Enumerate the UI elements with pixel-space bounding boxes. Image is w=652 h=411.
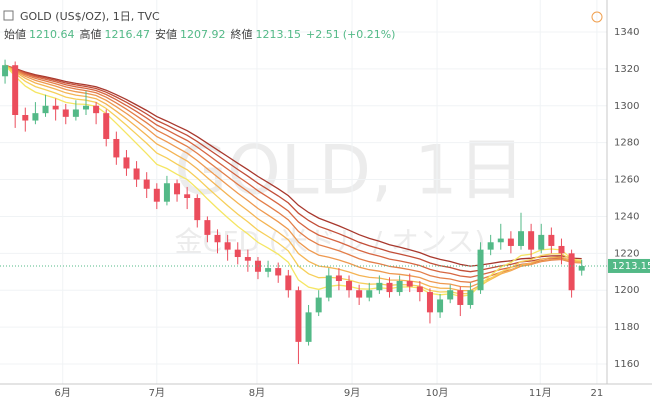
candle-body [204, 220, 211, 235]
candle-body [416, 286, 423, 293]
candle-body [518, 231, 525, 246]
candle-body [548, 234, 555, 246]
ohlc-text: 1207.92 [180, 28, 226, 41]
ohlc-text: 終値 [231, 27, 253, 41]
y-tick-label: 1280 [614, 138, 639, 149]
candle-body [356, 290, 363, 298]
candle-body [72, 109, 79, 117]
ohlc-text: 1216.47 [105, 28, 151, 41]
last-price-label: 1213.15 [612, 261, 652, 272]
candle-body [254, 260, 261, 272]
candle-body [82, 105, 89, 110]
candle-body [123, 157, 130, 169]
watermark: GOLD, 1日 [175, 132, 526, 211]
ohlc-text: 高値 [80, 27, 102, 41]
x-tick-label: 10月 [426, 387, 449, 399]
ohlc-text: 1210.64 [29, 28, 75, 41]
ohlc-text: 1213.15 [256, 28, 302, 41]
candle-body [487, 242, 494, 250]
ema-ribbon [4, 64, 582, 273]
ema-ribbon [4, 64, 582, 283]
candle-body [406, 281, 413, 287]
candle-body [507, 238, 514, 246]
ohlc-text: 安値 [155, 27, 177, 41]
candle-body [2, 65, 9, 77]
candle-body [174, 183, 181, 195]
y-tick-label: 1180 [614, 322, 639, 333]
candle-body [22, 115, 29, 121]
x-tick-label: 7月 [149, 387, 165, 399]
ema-ribbon [4, 64, 582, 278]
x-tick-label: 9月 [344, 387, 360, 399]
candle-body [113, 138, 120, 158]
candle-body [376, 282, 383, 291]
x-tick-label: 11月 [529, 387, 552, 399]
candle-body [497, 238, 504, 243]
candle-body [295, 290, 302, 342]
candle-body [93, 105, 100, 114]
candle-body [386, 282, 393, 293]
ema-ribbon [4, 64, 582, 295]
y-tick-label: 1200 [614, 285, 639, 296]
x-tick-label: 21 [591, 388, 604, 399]
x-tick-label: 8月 [249, 387, 265, 399]
candle-body [305, 312, 312, 342]
candle-body [447, 290, 454, 300]
expand-icon[interactable] [3, 10, 14, 21]
last-price-tag [608, 258, 650, 273]
candle-body [275, 268, 282, 276]
candle-body [315, 297, 322, 313]
candle-body [437, 299, 444, 313]
candle-body [194, 198, 201, 221]
candle-body [426, 292, 433, 313]
candle-body [285, 275, 292, 291]
candle-body [366, 290, 373, 298]
candle-body [346, 281, 353, 291]
ohlc-text: 始値 [4, 27, 26, 41]
candle-body [568, 253, 575, 291]
candle-body [538, 234, 545, 250]
candle-body [12, 65, 19, 115]
candle-body [477, 249, 484, 291]
ohlc-text: +2.51 [306, 28, 340, 41]
candle-body [153, 188, 160, 202]
alert-icon[interactable] [591, 11, 603, 23]
candle-body [335, 275, 342, 281]
y-tick-label: 1220 [614, 248, 639, 259]
candle-body [224, 242, 231, 250]
y-tick-label: 1340 [614, 27, 639, 38]
candle-body [163, 183, 170, 202]
candle-body [234, 249, 241, 258]
candle-body [62, 109, 69, 117]
candle-body [184, 194, 191, 198]
candle-body [52, 105, 59, 110]
y-tick-label: 1320 [614, 64, 639, 75]
candle-body [265, 268, 272, 272]
candle-body [457, 290, 464, 305]
candle-body [143, 179, 150, 189]
symbol-title[interactable]: GOLD (US$/OZ), 1日, TVC [20, 10, 160, 23]
ema-ribbon [4, 64, 582, 297]
y-tick-label: 1160 [614, 359, 639, 370]
y-tick-label: 1240 [614, 211, 639, 222]
candle-body [32, 113, 39, 121]
candle-body [42, 105, 49, 114]
candle-body [325, 275, 332, 298]
y-tick-label: 1260 [614, 175, 639, 186]
candle-body [214, 234, 221, 243]
candle-body [396, 281, 403, 293]
ema-ribbon [4, 64, 582, 267]
candle-body [133, 168, 140, 180]
y-tick-label: 1300 [614, 101, 639, 112]
candle-body [467, 290, 474, 305]
candle-body [528, 231, 535, 250]
x-tick-label: 6月 [55, 387, 71, 399]
candle-body [244, 257, 251, 261]
candle-body [103, 113, 110, 139]
candle-body [578, 265, 585, 271]
candle-body [558, 245, 565, 254]
ohlc-text: (+0.21%) [343, 28, 396, 41]
